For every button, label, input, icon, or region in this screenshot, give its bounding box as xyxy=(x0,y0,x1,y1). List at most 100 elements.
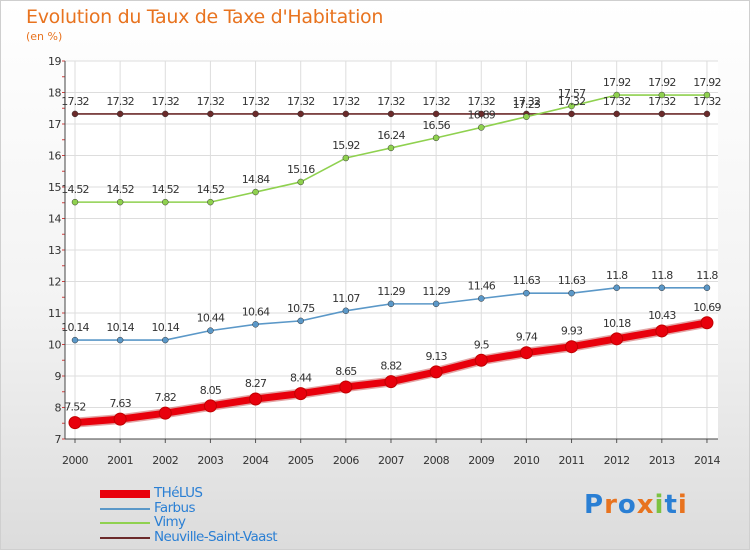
logo-letter: r xyxy=(604,490,618,520)
legend-swatch xyxy=(100,507,150,510)
data-label: 17.32 xyxy=(287,95,315,108)
data-point xyxy=(703,91,711,99)
legend-swatch xyxy=(100,536,150,539)
x-tick-label: 2010 xyxy=(513,454,539,467)
data-point xyxy=(116,110,124,118)
data-label: 8.44 xyxy=(290,372,312,385)
data-point xyxy=(565,340,579,354)
data-label: 14.84 xyxy=(242,173,270,186)
data-point xyxy=(658,91,666,99)
data-label: 11.63 xyxy=(513,274,541,287)
data-label: 17.32 xyxy=(61,95,89,108)
data-point xyxy=(568,110,575,118)
y-tick-label: 17 xyxy=(48,118,61,131)
data-point xyxy=(478,110,485,118)
data-label: 17.32 xyxy=(558,95,586,108)
data-label: 9.74 xyxy=(516,331,538,344)
data-label: 8.05 xyxy=(200,384,222,397)
data-point xyxy=(613,110,620,118)
data-label: 10.69 xyxy=(693,301,721,314)
data-point xyxy=(478,124,485,131)
data-label: 17.32 xyxy=(106,95,134,108)
data-point xyxy=(432,300,440,308)
y-tick-label: 11 xyxy=(48,307,61,320)
data-label: 15.16 xyxy=(287,163,315,176)
data-label: 10.75 xyxy=(287,302,315,315)
data-label: 14.52 xyxy=(197,183,225,196)
data-label: 10.14 xyxy=(61,321,89,334)
data-label: 14.52 xyxy=(152,183,180,196)
data-label: 14.52 xyxy=(106,183,134,196)
data-point xyxy=(568,289,575,297)
legend-label: THéLUS xyxy=(154,485,203,501)
data-point xyxy=(387,300,395,308)
data-point xyxy=(71,336,79,344)
legend-label: Farbus xyxy=(154,499,196,516)
data-label: 11.46 xyxy=(468,280,496,293)
data-label: 17.92 xyxy=(648,76,676,89)
data-label: 10.64 xyxy=(242,305,270,318)
legend-swatch xyxy=(100,522,150,525)
data-point xyxy=(655,324,669,338)
x-tick-label: 2014 xyxy=(694,454,720,467)
data-point xyxy=(519,346,533,360)
data-label: 17.32 xyxy=(648,95,676,108)
y-tick-label: 10 xyxy=(48,339,61,352)
data-point xyxy=(610,332,624,346)
data-point xyxy=(429,365,443,379)
data-point xyxy=(432,134,440,142)
data-point xyxy=(432,110,440,118)
data-label: 17.32 xyxy=(377,95,405,108)
data-point xyxy=(342,110,350,118)
data-label: 16.24 xyxy=(377,129,405,142)
data-point xyxy=(523,113,530,121)
data-point xyxy=(297,178,304,186)
y-tick-label: 13 xyxy=(48,244,61,257)
data-label: 11.8 xyxy=(696,269,718,282)
data-label: 9.5 xyxy=(474,338,490,351)
data-point xyxy=(162,336,169,344)
data-label: 10.43 xyxy=(648,309,676,322)
data-label: 17.32 xyxy=(422,95,450,108)
data-point xyxy=(703,284,711,292)
data-label: 17.32 xyxy=(242,95,270,108)
data-label: 11.29 xyxy=(422,285,450,298)
data-point xyxy=(113,412,127,426)
logo-letter: i xyxy=(654,490,665,520)
x-tick-label: 2013 xyxy=(649,454,675,467)
data-point xyxy=(523,289,530,297)
data-point xyxy=(613,284,620,292)
data-label: 14.52 xyxy=(61,183,89,196)
y-tick-label: 12 xyxy=(48,276,61,289)
logo-letter: o xyxy=(617,490,637,520)
legend-label: Neuville-Saint-Vaast xyxy=(154,528,278,545)
data-point xyxy=(294,387,308,401)
y-tick-label: 18 xyxy=(48,87,61,100)
data-label: 10.18 xyxy=(603,317,631,330)
data-point xyxy=(474,353,488,367)
data-point xyxy=(478,295,485,302)
data-point xyxy=(387,110,395,118)
data-label: 9.13 xyxy=(425,350,447,363)
data-point xyxy=(71,110,79,118)
x-tick-label: 2005 xyxy=(288,454,314,467)
data-label: 17.32 xyxy=(468,95,496,108)
data-label: 17.32 xyxy=(332,95,360,108)
chart-subtitle: (en %) xyxy=(26,30,63,43)
data-point xyxy=(116,198,124,206)
data-point xyxy=(613,91,620,99)
data-label: 8.82 xyxy=(380,360,401,373)
data-label: 11.63 xyxy=(558,274,586,287)
x-tick-label: 2012 xyxy=(604,454,630,467)
data-label: 10.44 xyxy=(197,312,225,325)
data-point xyxy=(342,154,350,162)
y-tick-label: 7 xyxy=(55,433,62,446)
data-point xyxy=(568,102,575,110)
x-tick-label: 2003 xyxy=(197,454,223,467)
data-label: 7.52 xyxy=(64,401,85,414)
data-point xyxy=(158,406,172,420)
data-point xyxy=(207,198,214,206)
y-tick-label: 9 xyxy=(55,370,62,383)
data-point xyxy=(203,399,217,413)
